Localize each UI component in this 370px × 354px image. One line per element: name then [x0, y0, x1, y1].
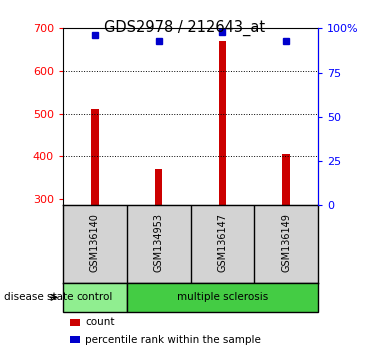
Text: GDS2978 / 212643_at: GDS2978 / 212643_at: [104, 19, 266, 36]
Bar: [63, 283, 127, 312]
Bar: [91, 109, 99, 205]
Text: GSM134953: GSM134953: [154, 213, 164, 272]
Text: percentile rank within the sample: percentile rank within the sample: [85, 335, 261, 344]
Text: multiple sclerosis: multiple sclerosis: [177, 292, 268, 302]
Bar: [155, 169, 162, 205]
Text: GSM136140: GSM136140: [90, 213, 100, 272]
Text: disease state: disease state: [4, 292, 73, 302]
Text: GSM136149: GSM136149: [281, 213, 291, 272]
Text: count: count: [85, 318, 115, 327]
Bar: [127, 283, 318, 312]
Text: control: control: [77, 292, 113, 302]
Bar: [219, 41, 226, 205]
Bar: [282, 154, 290, 205]
Text: GSM136147: GSM136147: [218, 213, 228, 272]
